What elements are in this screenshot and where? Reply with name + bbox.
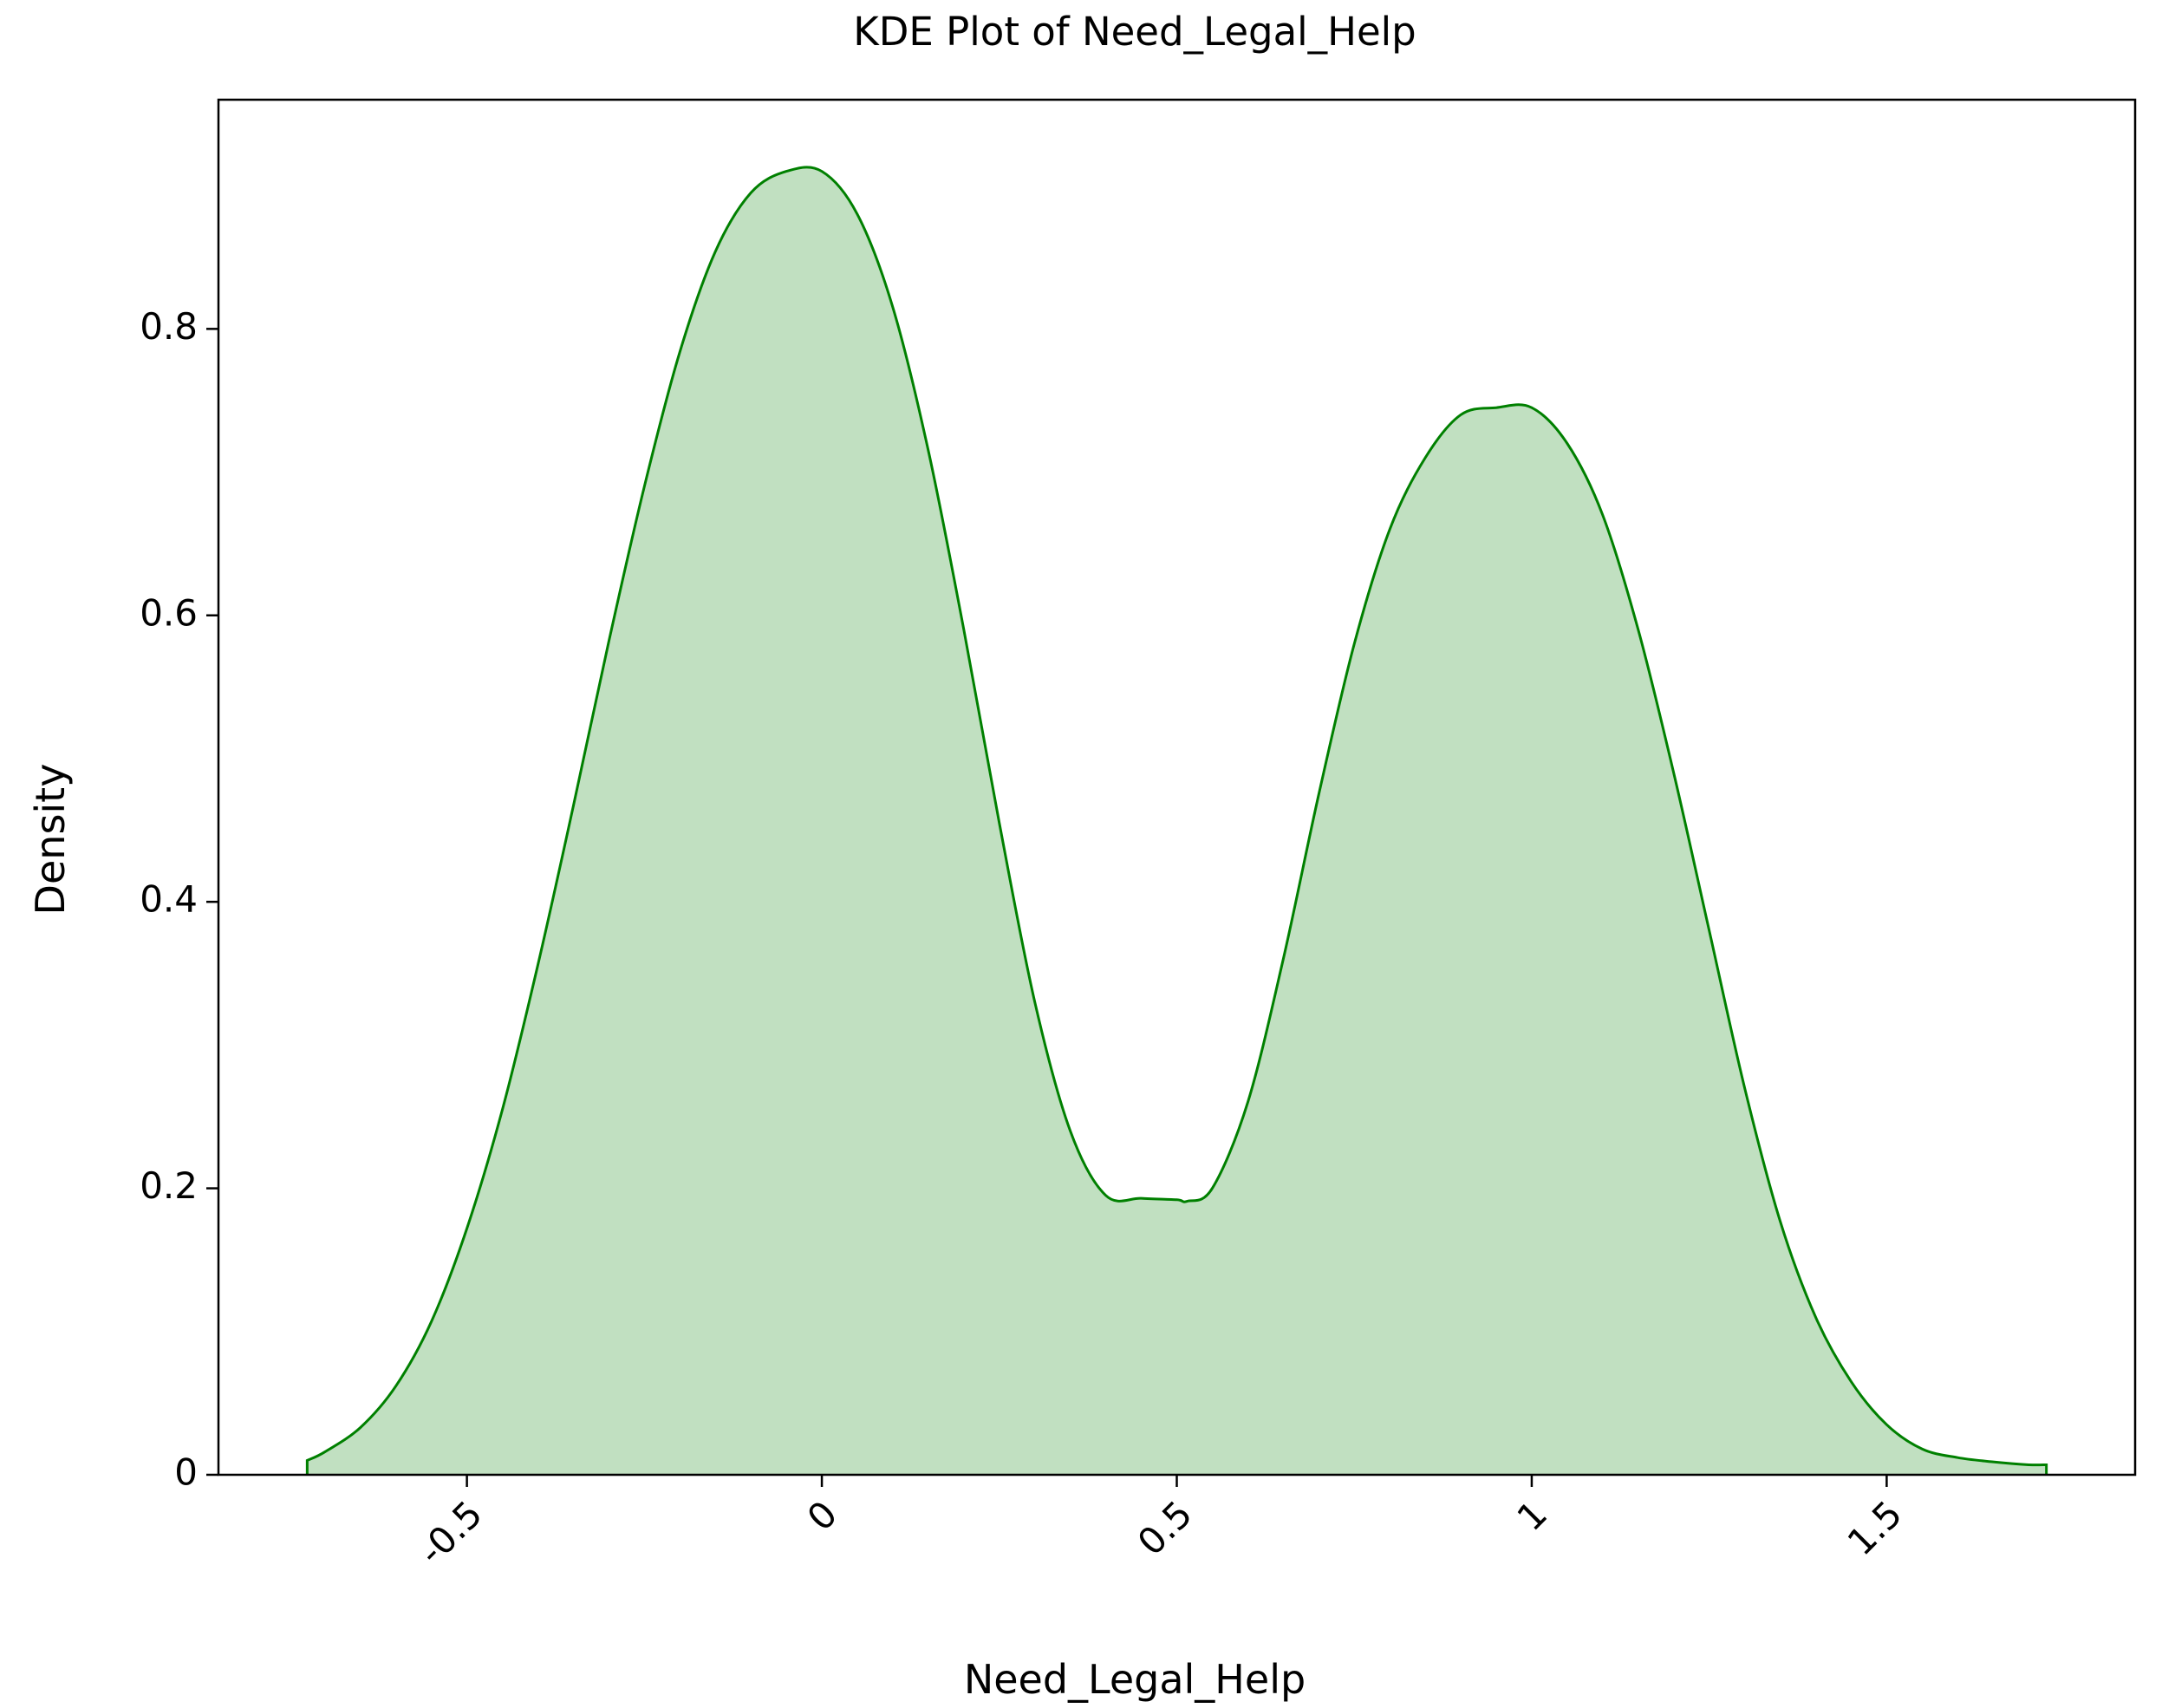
x-axis-label: Need_Legal_Help [964, 1656, 1306, 1703]
kde-curve [305, 166, 2048, 1475]
y-tick-label: 0.6 [140, 591, 198, 634]
y-tick-label: 0.2 [140, 1164, 198, 1207]
y-tick-label: 0.8 [140, 305, 198, 348]
kde-area-fill [307, 166, 2047, 1476]
chart-title: KDE Plot of Need_Legal_Help [853, 9, 1416, 55]
y-axis-label: Density [27, 764, 74, 916]
x-tick-label: -0.5 [410, 1493, 491, 1574]
x-tick-label: 1.5 [1840, 1493, 1911, 1564]
x-tick-label: 0.5 [1130, 1493, 1201, 1564]
x-tick-label: 1 [1509, 1493, 1556, 1540]
x-tick-label: 0 [799, 1493, 846, 1540]
y-tick-label: 0.4 [140, 878, 198, 921]
y-axis-ticks: 0 0.2 0.4 0.6 0.8 [140, 305, 218, 1494]
y-tick-label: 0 [174, 1451, 198, 1494]
x-axis-ticks: -0.5 0 0.5 1 1.5 [410, 1475, 1911, 1574]
